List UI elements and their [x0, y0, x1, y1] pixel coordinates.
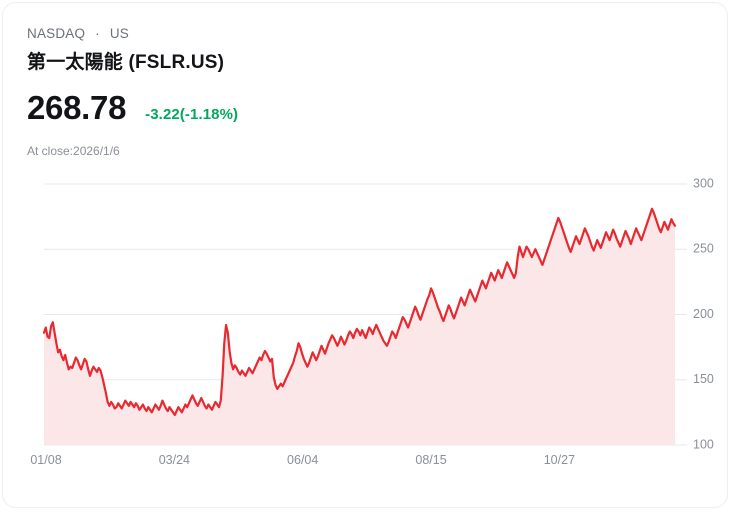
- exchange-label: NASDAQ: [27, 26, 86, 41]
- exchange-region-line: NASDAQ · US: [27, 26, 129, 41]
- x-axis-tick-label: 01/08: [30, 453, 61, 467]
- at-close-timestamp: At close:2026/1/6: [27, 144, 120, 158]
- current-price: 268.78: [27, 89, 127, 126]
- x-axis-tick-label: 08/15: [415, 453, 446, 467]
- x-axis-labels: 01/08 03/24 06/04 08/15 10/27: [30, 453, 575, 467]
- price-change: -3.22(-1.18%): [145, 106, 239, 123]
- quote-card: NASDAQ · US 第一太陽能 (FSLR.US) 268.78 -3.22…: [2, 2, 728, 508]
- price-chart[interactable]: 100 150 200 250 300 01/08 03/24 06/04 08/15 10/2…: [3, 163, 736, 483]
- x-axis-tick-label: 06/04: [287, 453, 318, 467]
- separator-dot: ·: [95, 26, 100, 41]
- y-axis-labels: 100 150 200 250 300: [693, 176, 714, 451]
- price-row: 268.78 -3.22(-1.18%): [27, 89, 238, 127]
- x-axis-tick-label: 03/24: [159, 453, 190, 467]
- price-line: [42, 207, 677, 417]
- price-chart-svg[interactable]: 100 150 200 250 300 01/08 03/24 06/04 08/15 10/2…: [3, 163, 736, 483]
- y-axis-tick-label: 300: [693, 176, 714, 190]
- y-axis-tick-label: 100: [693, 437, 714, 451]
- y-axis-tick-label: 200: [693, 307, 714, 321]
- x-axis-tick-label: 10/27: [544, 453, 575, 467]
- page-title: 第一太陽能 (FSLR.US): [27, 52, 225, 73]
- y-axis-tick-label: 250: [693, 242, 714, 256]
- y-axis-tick-label: 150: [693, 372, 714, 386]
- region-label: US: [109, 26, 129, 41]
